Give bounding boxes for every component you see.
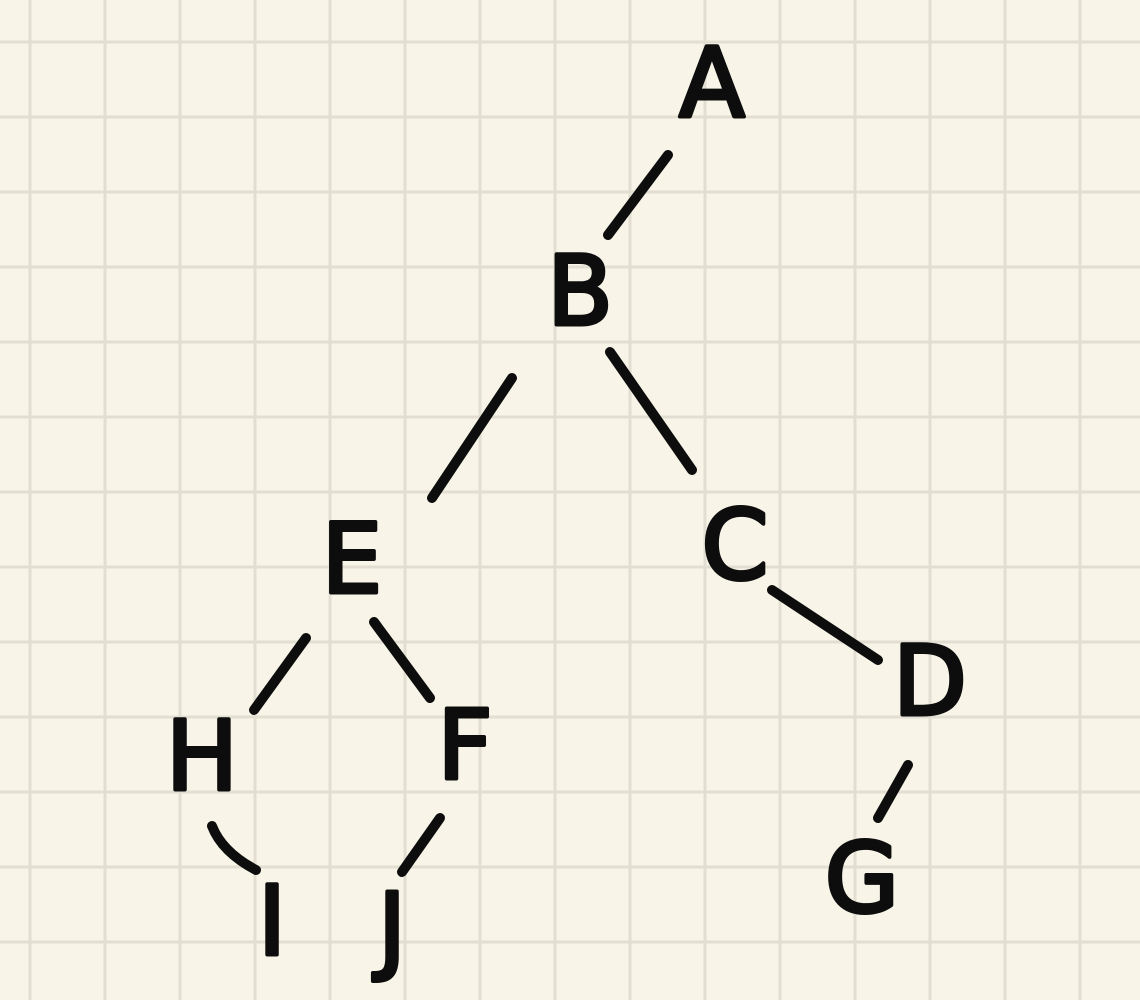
node-d: D [893,625,967,737]
edge-h-i [207,821,261,875]
node-e: E [322,503,383,615]
node-c: C [701,489,768,601]
edge-b-c [605,347,697,475]
edge-c-d [767,585,883,665]
edge-a-b [603,150,673,240]
edge-e-f [369,617,435,703]
edge-d-g [873,760,913,823]
edge-layer [207,150,913,877]
node-b: B [547,235,613,347]
node-a: A [679,27,745,139]
node-f: F [437,689,492,801]
node-h: H [166,700,238,812]
edge-b-e [427,373,517,503]
node-i: I [258,865,286,977]
edge-f-j [397,813,445,877]
node-j: J [373,872,406,984]
edge-e-h [249,633,311,715]
node-layer: A B C D E F G H I J [164,25,969,986]
node-g: G [825,822,899,934]
